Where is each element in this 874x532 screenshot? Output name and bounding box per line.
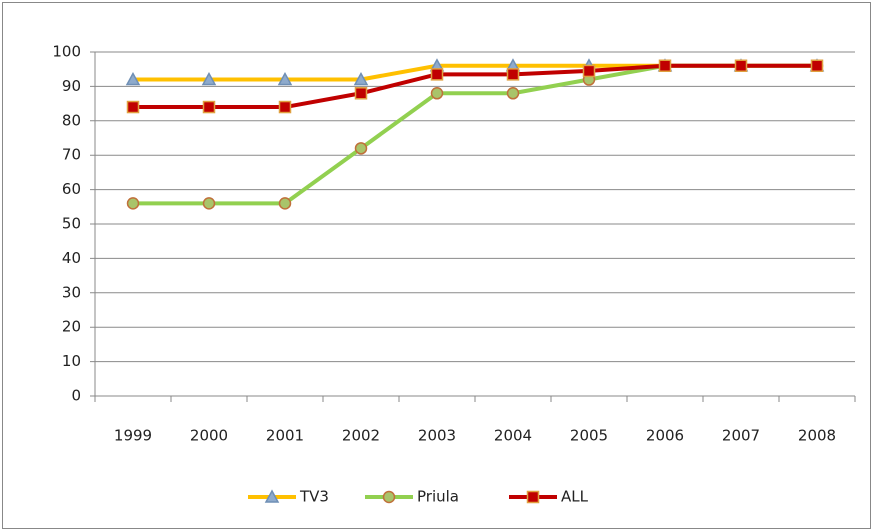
data-point (353, 71, 369, 86)
y-tick-label: 10 (62, 352, 81, 370)
x-tick-label: 1999 (114, 427, 152, 445)
data-point (354, 87, 368, 100)
x-tick-label: 2002 (342, 427, 380, 445)
legend-label: Priula (417, 488, 459, 506)
data-point (126, 197, 140, 210)
data-point (278, 197, 292, 210)
data-point (506, 68, 520, 81)
y-tick-label: 40 (62, 249, 81, 267)
x-tick-label: 2004 (494, 427, 532, 445)
x-tick-label: 2006 (646, 427, 684, 445)
data-point (430, 68, 444, 81)
data-point (126, 100, 140, 114)
series-line (133, 63, 817, 110)
y-tick-label: 90 (62, 77, 81, 95)
x-tick-label: 2008 (798, 427, 836, 445)
data-point (125, 71, 141, 86)
data-point (810, 59, 824, 73)
data-point (202, 100, 216, 114)
data-point (201, 71, 217, 86)
data-point (278, 100, 292, 114)
data-point (277, 71, 293, 86)
x-tick-label: 2001 (266, 427, 304, 445)
legend-marker (264, 489, 280, 503)
y-tick-label: 70 (62, 146, 81, 164)
y-tick-label: 100 (52, 43, 81, 61)
x-tick-label: 2007 (722, 427, 760, 445)
data-point (202, 197, 216, 210)
legend-marker (382, 490, 396, 504)
legend-label: ALL (561, 488, 589, 506)
legend-marker (526, 490, 540, 504)
x-tick-label: 2005 (570, 427, 608, 445)
y-tick-label: 0 (71, 387, 81, 405)
y-tick-label: 80 (62, 111, 81, 129)
y-tick-label: 60 (62, 180, 81, 198)
data-point (506, 87, 520, 100)
data-point (658, 59, 672, 73)
x-tick-label: 2003 (418, 427, 456, 445)
data-point (734, 59, 748, 73)
y-tick-label: 30 (62, 283, 81, 301)
y-tick-label: 20 (62, 318, 81, 336)
data-point (582, 64, 596, 78)
y-tick-label: 50 (62, 215, 81, 233)
x-tick-label: 2000 (190, 427, 228, 445)
data-point (354, 142, 368, 155)
legend-label: TV3 (299, 488, 329, 506)
data-point (430, 87, 444, 100)
